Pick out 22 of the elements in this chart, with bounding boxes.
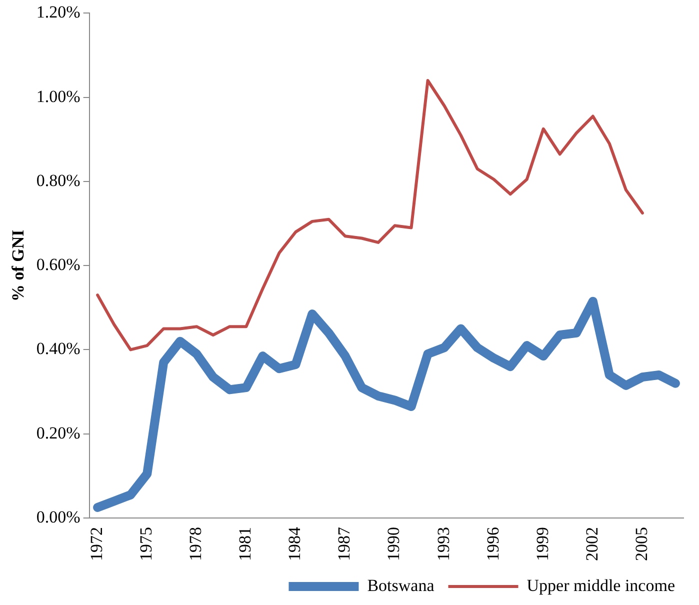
- x-tick-label: 1978: [186, 527, 206, 561]
- legend-label: Botswana: [367, 576, 435, 595]
- y-tick-label: 0.40%: [36, 339, 80, 358]
- y-tick-label: 0.80%: [36, 170, 80, 190]
- y-tick-label: 1.20%: [36, 2, 80, 22]
- x-tick-label: 1990: [384, 527, 404, 561]
- y-tick-label: 1.00%: [36, 86, 80, 106]
- x-tick-label: 1975: [136, 527, 156, 561]
- x-tick-label: 1996: [483, 527, 502, 561]
- x-tick-label: 1987: [334, 526, 354, 561]
- x-tick-label: 1999: [532, 527, 552, 561]
- x-tick-label: 1981: [236, 527, 255, 561]
- x-tick-label: 2002: [582, 527, 602, 561]
- legend-label: Upper middle income: [526, 576, 676, 595]
- x-tick-label: 1972: [87, 527, 106, 561]
- x-tick-label: 2005: [632, 527, 651, 561]
- y-tick-label: 0.00%: [36, 507, 80, 526]
- y-tick-label: 0.20%: [36, 423, 80, 442]
- x-tick-label: 1984: [285, 526, 304, 561]
- y-axis-title: % of GNI: [8, 229, 28, 302]
- y-tick-label: 0.60%: [36, 255, 80, 274]
- x-tick-label: 1993: [434, 527, 453, 561]
